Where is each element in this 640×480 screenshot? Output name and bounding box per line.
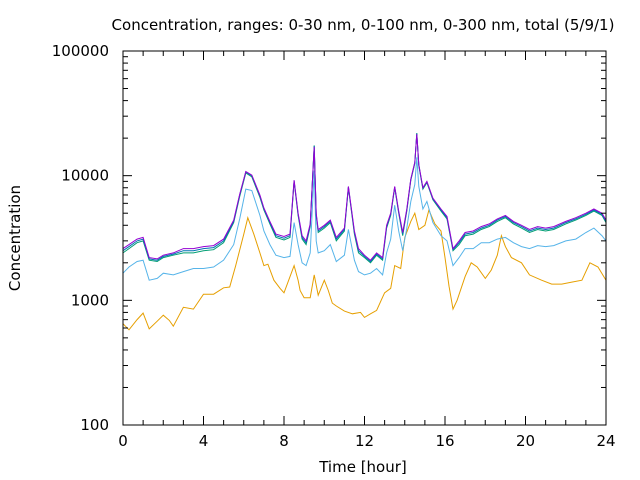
series-line-2 [122,157,607,281]
x-tick-label: 24 [596,432,615,450]
x-tick-label: 12 [355,432,374,450]
x-tick-label: 4 [199,432,209,450]
axis-ticks [122,50,607,426]
y-tick-label: 100000 [52,42,109,60]
plot-frame [122,50,607,426]
y-tick-label: 100 [80,416,109,434]
x-tick-label: 8 [279,432,289,450]
x-axis-label: Time [hour] [318,458,407,476]
x-tick-label: 0 [118,432,128,450]
series-line-3 [122,132,607,264]
series-line-4 [122,133,607,263]
plot-lines [122,132,607,331]
y-tick-label: 1000 [71,291,109,309]
x-tick-label: 20 [516,432,535,450]
chart-title: Concentration, ranges: 0-30 nm, 0-100 nm… [112,16,615,34]
y-tick-label: 10000 [61,167,109,185]
x-tick-label: 16 [435,432,454,450]
series-line-1 [122,208,607,331]
series-line-5 [122,134,607,261]
axis-tick-labels: 0 4 8 12 16 20 24 100 1000 10000 100000 [52,42,616,450]
y-axis-label: Concentration [6,185,24,291]
